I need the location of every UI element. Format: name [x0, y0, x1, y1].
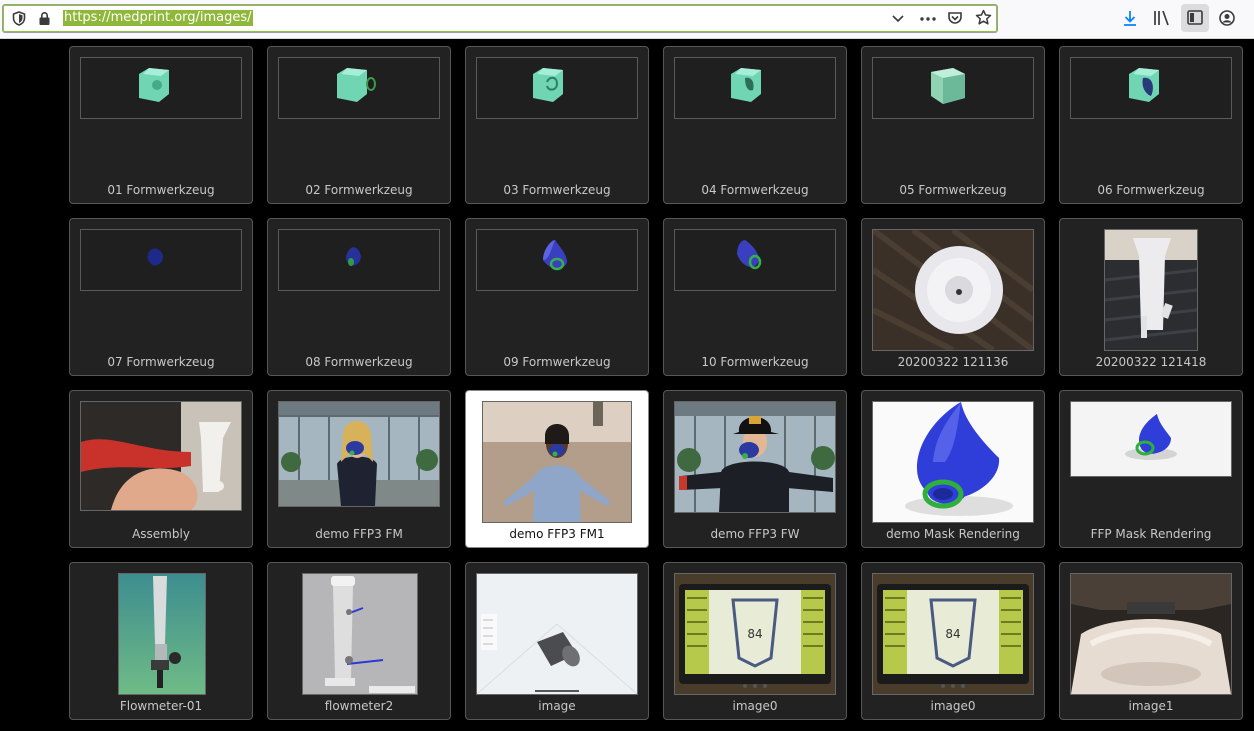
- item-label[interactable]: 07 Formwerkzeug: [107, 355, 215, 369]
- item-label[interactable]: 02 Formwerkzeug: [305, 183, 413, 197]
- item-label[interactable]: image0: [732, 699, 778, 713]
- item-label[interactable]: 10 Formwerkzeug: [701, 355, 809, 369]
- gallery-item[interactable]: 84 image0: [663, 562, 847, 720]
- item-label[interactable]: image0: [930, 699, 976, 713]
- gallery-item[interactable]: demo Mask Rendering: [861, 390, 1045, 548]
- gallery-item[interactable]: demo FFP3 FW: [663, 390, 847, 548]
- sidebar-icon[interactable]: [1187, 10, 1203, 25]
- gallery-item[interactable]: 05 Formwerkzeug: [861, 46, 1045, 204]
- gallery-item[interactable]: 08 Formwerkzeug: [267, 218, 451, 376]
- item-label[interactable]: 03 Formwerkzeug: [503, 183, 611, 197]
- url-text[interactable]: https://medprint.org/images/: [63, 10, 253, 26]
- lock-icon[interactable]: [38, 11, 51, 26]
- gallery-item[interactable]: 07 Formwerkzeug: [69, 218, 253, 376]
- gallery-item-selected[interactable]: demo FFP3 FM1: [465, 390, 649, 548]
- svg-text:84: 84: [945, 627, 960, 641]
- chevron-down-icon[interactable]: [891, 14, 905, 24]
- thumbnail: [278, 57, 440, 119]
- item-label[interactable]: 04 Formwerkzeug: [701, 183, 809, 197]
- item-label[interactable]: demo Mask Rendering: [886, 527, 1020, 541]
- thumbnail: [80, 401, 242, 511]
- thumbnail: [476, 229, 638, 291]
- thumbnail: [1070, 57, 1232, 119]
- thumbnail: [302, 573, 418, 695]
- item-label[interactable]: image: [538, 699, 576, 713]
- more-actions-icon[interactable]: [919, 16, 937, 22]
- item-label[interactable]: Assembly: [132, 527, 190, 541]
- svg-text:84: 84: [747, 627, 762, 641]
- thumbnail: [1104, 229, 1198, 351]
- gallery-item[interactable]: 02 Formwerkzeug: [267, 46, 451, 204]
- gallery-item[interactable]: Flowmeter-01: [69, 562, 253, 720]
- shield-icon[interactable]: [12, 11, 26, 26]
- thumbnail: [80, 229, 242, 291]
- thumbnail: [118, 573, 206, 695]
- thumbnail: [1070, 573, 1232, 695]
- gallery-item[interactable]: image: [465, 562, 649, 720]
- pocket-icon[interactable]: [947, 10, 963, 26]
- thumbnail: [872, 57, 1034, 119]
- item-label[interactable]: 06 Formwerkzeug: [1097, 183, 1205, 197]
- gallery-item[interactable]: 03 Formwerkzeug: [465, 46, 649, 204]
- sidebar-toggle-button[interactable]: [1181, 4, 1209, 32]
- item-label[interactable]: Flowmeter-01: [119, 699, 203, 713]
- thumbnail: 84: [872, 573, 1034, 695]
- thumbnail: [476, 573, 638, 695]
- gallery-item[interactable]: Assembly: [69, 390, 253, 548]
- item-label[interactable]: 01 Formwerkzeug: [107, 183, 215, 197]
- thumbnail: [674, 57, 836, 119]
- item-label[interactable]: demo FFP3 FM: [315, 527, 403, 541]
- thumbnail: [1070, 401, 1232, 477]
- gallery-item[interactable]: flowmeter2: [267, 562, 451, 720]
- gallery-item[interactable]: 84 image0: [861, 562, 1045, 720]
- url-bar[interactable]: https://medprint.org/images/: [2, 4, 998, 33]
- library-icon[interactable]: [1153, 10, 1171, 26]
- item-label[interactable]: demo FFP3 FW: [710, 527, 800, 541]
- download-icon[interactable]: [1122, 10, 1138, 27]
- thumbnail: [278, 401, 440, 507]
- bookmark-star-icon[interactable]: [975, 9, 992, 26]
- gallery-item[interactable]: image1: [1059, 562, 1243, 720]
- thumbnail: [674, 401, 836, 513]
- item-label[interactable]: 20200322 121136: [897, 355, 1009, 369]
- item-label[interactable]: FFP Mask Rendering: [1090, 527, 1212, 541]
- account-icon[interactable]: [1219, 10, 1235, 26]
- thumbnail: [482, 401, 632, 523]
- item-label[interactable]: 08 Formwerkzeug: [305, 355, 413, 369]
- item-label[interactable]: image1: [1128, 699, 1174, 713]
- thumbnail: [872, 229, 1034, 351]
- gallery-item[interactable]: 06 Formwerkzeug: [1059, 46, 1243, 204]
- thumbnail: [278, 229, 440, 291]
- gallery-item[interactable]: 20200322 121136: [861, 218, 1045, 376]
- gallery-item[interactable]: demo FFP3 FM: [267, 390, 451, 548]
- gallery-item[interactable]: 10 Formwerkzeug: [663, 218, 847, 376]
- gallery-item[interactable]: 20200322 121418: [1059, 218, 1243, 376]
- item-label[interactable]: 09 Formwerkzeug: [503, 355, 611, 369]
- thumbnail: [872, 401, 1034, 523]
- thumbnail: 84: [674, 573, 836, 695]
- item-label[interactable]: flowmeter2: [324, 699, 394, 713]
- thumbnail: [476, 57, 638, 119]
- gallery-item[interactable]: 01 Formwerkzeug: [69, 46, 253, 204]
- gallery-item[interactable]: 09 Formwerkzeug: [465, 218, 649, 376]
- item-label[interactable]: 20200322 121418: [1095, 355, 1207, 369]
- thumbnail: [674, 229, 836, 291]
- gallery-item[interactable]: 04 Formwerkzeug: [663, 46, 847, 204]
- gallery-item[interactable]: FFP Mask Rendering: [1059, 390, 1243, 548]
- thumbnail: [80, 57, 242, 119]
- item-label[interactable]: 05 Formwerkzeug: [899, 183, 1007, 197]
- browser-toolbar: https://medprint.org/images/: [0, 0, 1254, 39]
- item-label[interactable]: demo FFP3 FM1: [509, 527, 605, 541]
